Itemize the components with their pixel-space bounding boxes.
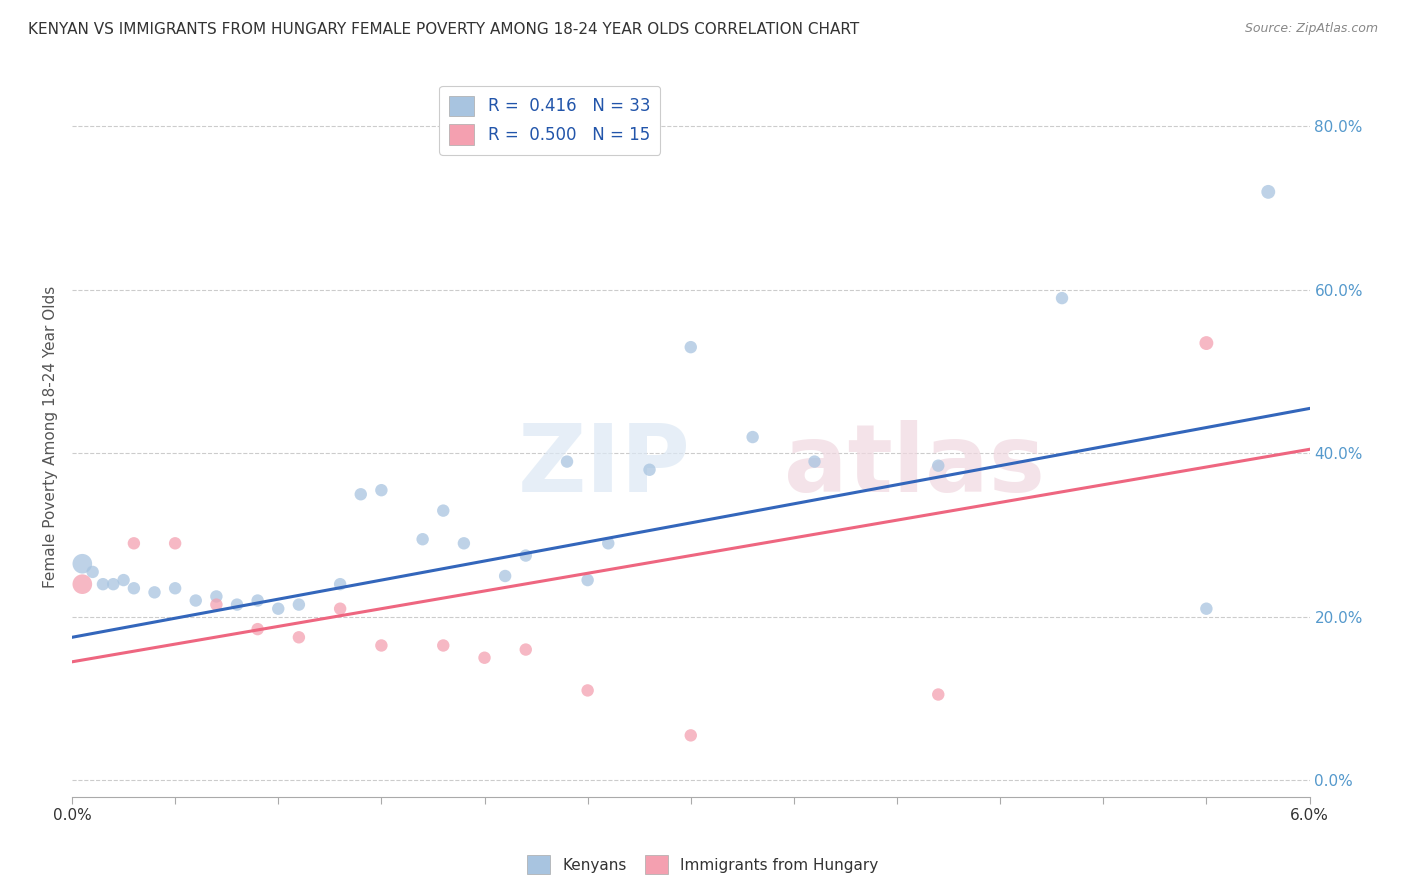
Point [679, 340, 702, 354]
Point [494, 569, 516, 583]
Legend: R =  0.416   N = 33, R =  0.500   N = 15: R = 0.416 N = 33, R = 0.500 N = 15 [439, 86, 659, 155]
Point [122, 536, 145, 550]
Point [329, 601, 352, 615]
Point [226, 598, 249, 612]
Point [91, 577, 114, 591]
Point [598, 536, 620, 550]
Point [515, 642, 537, 657]
Point [205, 590, 228, 604]
Text: Source: ZipAtlas.com: Source: ZipAtlas.com [1244, 22, 1378, 36]
Legend: Kenyans, Immigrants from Hungary: Kenyans, Immigrants from Hungary [522, 849, 884, 880]
Text: atlas: atlas [783, 420, 1045, 512]
Point [1195, 336, 1218, 351]
Point [165, 536, 187, 550]
Point [1257, 185, 1279, 199]
Point [112, 573, 135, 587]
Point [267, 601, 290, 615]
Point [246, 593, 269, 607]
Point [679, 728, 702, 742]
Point [555, 454, 578, 468]
Point [576, 683, 599, 698]
Point [432, 503, 454, 517]
Point [122, 581, 145, 595]
Point [927, 688, 949, 702]
Point [474, 650, 496, 665]
Point [329, 577, 352, 591]
Point [370, 639, 392, 653]
Point [432, 639, 454, 653]
Text: ZIP: ZIP [517, 420, 690, 512]
Point [205, 598, 228, 612]
Point [803, 454, 825, 468]
Point [72, 557, 94, 571]
Point [1050, 291, 1073, 305]
Point [412, 533, 434, 547]
Y-axis label: Female Poverty Among 18-24 Year Olds: Female Poverty Among 18-24 Year Olds [44, 286, 58, 588]
Point [576, 573, 599, 587]
Point [515, 549, 537, 563]
Point [72, 577, 94, 591]
Point [370, 483, 392, 498]
Text: KENYAN VS IMMIGRANTS FROM HUNGARY FEMALE POVERTY AMONG 18-24 YEAR OLDS CORRELATI: KENYAN VS IMMIGRANTS FROM HUNGARY FEMALE… [28, 22, 859, 37]
Point [1195, 601, 1218, 615]
Point [453, 536, 475, 550]
Point [288, 598, 311, 612]
Point [143, 585, 166, 599]
Point [350, 487, 373, 501]
Point [741, 430, 763, 444]
Point [82, 565, 104, 579]
Point [927, 458, 949, 473]
Point [165, 581, 187, 595]
Point [638, 463, 661, 477]
Point [184, 593, 207, 607]
Point [103, 577, 125, 591]
Point [288, 630, 311, 644]
Point [246, 622, 269, 636]
